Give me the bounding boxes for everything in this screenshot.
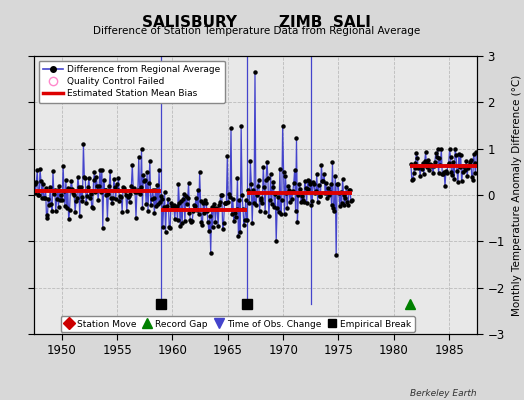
Text: Berkeley Earth: Berkeley Earth: [410, 389, 477, 398]
Text: SALISBURY        ZIMB  SALI: SALISBURY ZIMB SALI: [143, 15, 371, 30]
Legend: Station Move, Record Gap, Time of Obs. Change, Empirical Break: Station Move, Record Gap, Time of Obs. C…: [61, 316, 415, 332]
Text: Difference of Station Temperature Data from Regional Average: Difference of Station Temperature Data f…: [93, 26, 420, 36]
Y-axis label: Monthly Temperature Anomaly Difference (°C): Monthly Temperature Anomaly Difference (…: [511, 74, 521, 316]
